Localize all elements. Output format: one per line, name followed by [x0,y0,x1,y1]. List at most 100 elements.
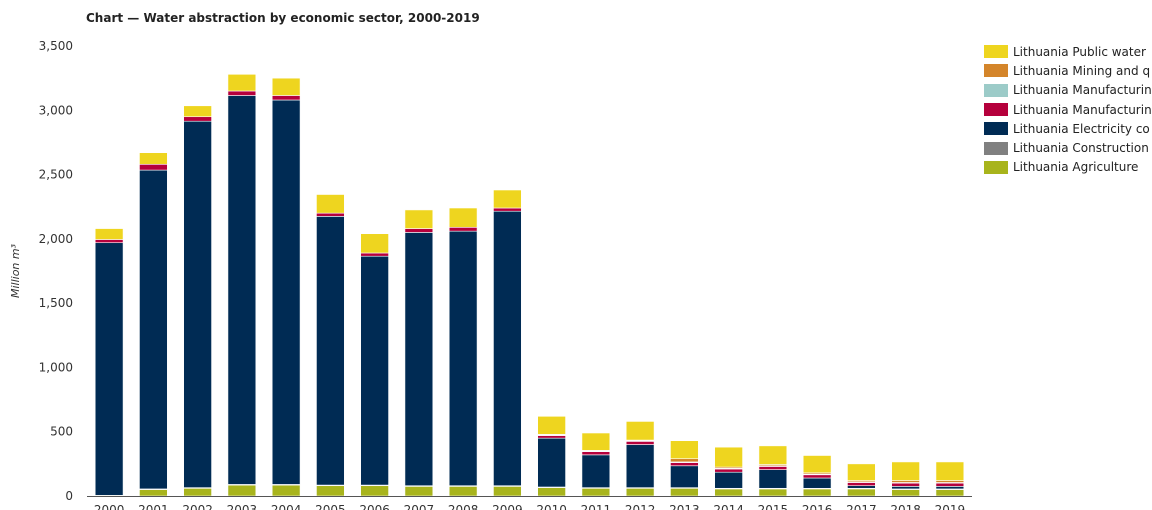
x-tick-label: 2011 [581,503,612,510]
bar-segment [271,95,301,101]
y-axis: 0 500 1,000 1,500 2,000 2,500 3,000 3,500 Millio… [9,39,73,503]
x-tick-label: 2003 [227,503,258,510]
legend-label: Lithuania Agriculture [1013,160,1139,175]
bar-segment [271,77,301,96]
bar-segment [360,255,389,486]
legend-item[interactable]: Lithuania Public water [984,42,1152,61]
bar-segment [404,228,434,233]
y-tick-label: 3,000 [39,103,73,117]
x-tick-label: 2010 [536,503,567,510]
bar-segment [360,485,389,497]
bar-segment [94,242,124,496]
bar-segment [847,488,876,497]
y-axis-title: Million m³ [9,243,22,298]
bar-segment [139,489,168,497]
bar-segment [94,239,124,244]
bar-segment [847,485,876,489]
x-tick-label: 2012 [625,503,656,510]
x-tick-label: 2007 [404,503,435,510]
bar-segment [537,435,566,439]
y-tick-label: 1,000 [39,360,73,374]
x-tick-label: 2008 [448,503,479,510]
y-tick-label: 2,000 [39,232,73,246]
bar-segment [360,252,389,257]
bar-segment [625,444,655,488]
bar-segment [139,169,168,490]
legend-item[interactable]: Lithuania Agriculture [984,158,1152,177]
bar-segment [404,486,434,497]
bar-segment [802,488,832,497]
y-tick-label: 500 [50,425,73,439]
bar-segment [935,482,965,487]
legend-label: Lithuania Construction [1013,141,1149,156]
bar-segment [183,116,212,122]
legend-item[interactable]: Lithuania Manufacturin [984,81,1152,100]
bar-segment [537,437,566,488]
x-tick-label: 2000 [94,503,125,510]
legend-item[interactable]: Lithuania Mining and q [984,61,1152,80]
bar-segment [935,461,965,481]
bar-segment [758,469,788,489]
bar-segment [493,486,522,497]
bar-segment [847,463,876,481]
bar-segment [935,486,965,490]
bar-segment [139,163,168,171]
legend-swatch [984,45,1008,59]
bar-segment [891,461,920,481]
bar-segment [227,73,257,92]
x-tick-label: 2001 [138,503,169,510]
legend-swatch [984,64,1008,78]
legend-label: Lithuania Mining and q [1013,63,1151,78]
bar-segment [316,212,345,217]
bar-segment [183,487,212,497]
bar-segment [758,445,788,465]
bar-segment [581,432,611,451]
legend-label: Lithuania Public water [1013,44,1146,59]
legend-swatch [984,103,1008,117]
bar-segment [581,487,611,497]
x-tick-label: 2015 [758,503,789,510]
bar-segment [227,90,257,96]
x-tick-label: 2002 [182,503,213,510]
legend-item[interactable]: Lithuania Electricity co [984,119,1152,138]
x-tick-label: 2005 [315,503,346,510]
bar-segment [183,105,212,118]
legend-item[interactable]: Lithuania Manufacturin [984,100,1152,119]
bar-segment [316,485,345,497]
bar-segment [758,466,788,470]
bar-segment [227,484,257,497]
x-tick-label: 2013 [669,503,700,510]
bar-segment [670,487,699,497]
bar-segment [625,421,655,441]
bar-segment [847,482,876,487]
bar-area [94,73,965,497]
bar-segment [758,488,788,497]
bar-segment [139,152,168,165]
bar-segment [891,482,920,487]
y-tick-label: 1,500 [39,296,73,310]
bar-segment [714,488,743,497]
bar-segment [493,207,522,212]
bar-segment [714,468,743,473]
bar-segment [714,446,743,468]
bar-segment [448,230,478,487]
legend-item[interactable]: Lithuania Construction [984,138,1152,157]
bar-segment [935,489,965,497]
bar-segment [802,477,832,489]
bar-segment [94,228,124,240]
bar-segment [448,207,478,228]
bar-segment [404,209,434,229]
y-tick-label: 0 [65,489,73,503]
bar-segment [316,216,345,486]
bar-segment [537,415,566,435]
bar-segment [714,471,743,489]
bar-segment [891,489,920,497]
bar-segment [802,474,832,479]
bar-segment [581,454,611,488]
legend-swatch [984,160,1008,174]
bar-segment [404,232,434,487]
x-tick-label: 2004 [271,503,302,510]
bar-segment [670,458,699,463]
x-axis: 2000 2001 2002 2003 2004 2005 2006 2007 2008 2009… [87,496,972,510]
